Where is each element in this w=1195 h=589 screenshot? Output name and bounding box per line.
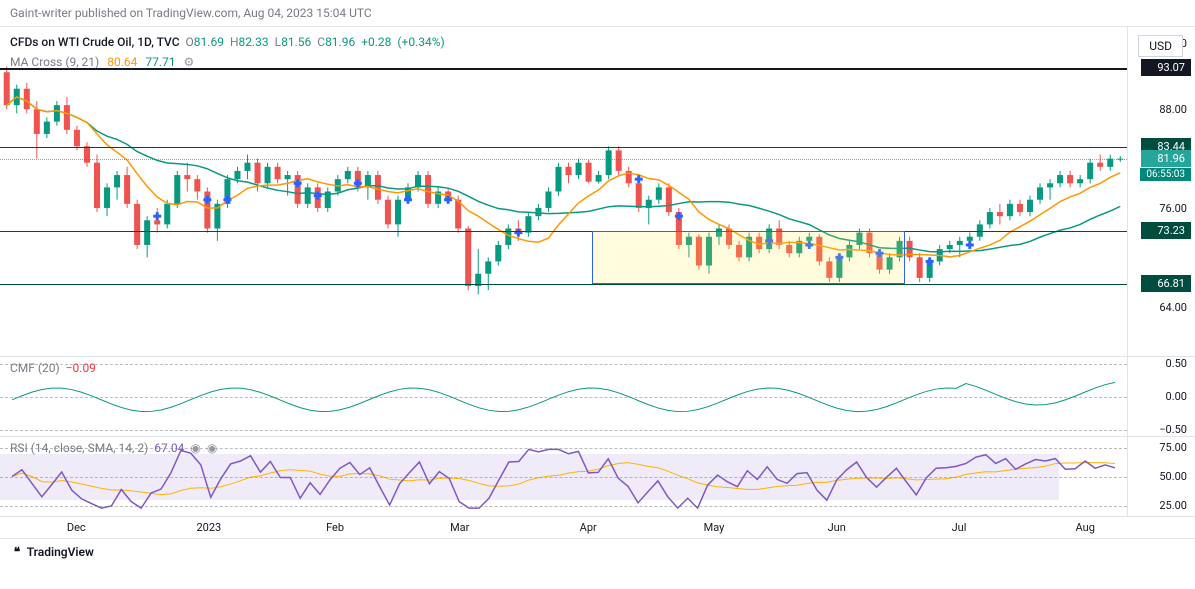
currency-badge[interactable]: USD <box>1138 35 1183 57</box>
x-tick: 2023 <box>196 521 221 534</box>
x-tick: Apr <box>580 521 597 534</box>
x-tick: Jul <box>952 521 967 534</box>
horizontal-line[interactable] <box>0 147 1127 148</box>
horizontal-line[interactable] <box>0 159 1127 160</box>
y-tick: −0.50 <box>1159 423 1187 436</box>
x-tick: Aug <box>1076 521 1095 534</box>
price-label: 66.81 <box>1141 275 1191 292</box>
x-axis[interactable]: Dec 2023 Feb Mar Apr May Jun Jul Aug <box>0 517 1195 539</box>
tradingview-logo-text[interactable]: TradingView <box>27 545 94 559</box>
ohlc-open: O81.69 <box>186 35 224 49</box>
horizontal-line[interactable] <box>0 231 1127 232</box>
horizontal-line[interactable] <box>0 284 1127 285</box>
ma-cross-legend: MA Cross (9, 21) 80.64 77.71 ⚙ <box>10 55 194 69</box>
footer: ❝ TradingView <box>0 539 1195 565</box>
ohlc-pct: (+0.34%) <box>397 35 444 49</box>
price-label: 93.07 <box>1141 59 1191 76</box>
cmf-plot-area[interactable] <box>0 357 1127 436</box>
y-tick: 64.00 <box>1159 301 1187 314</box>
rsi-eye-icon[interactable]: ◉ <box>190 441 200 455</box>
price-label: 81.96 <box>1141 150 1191 167</box>
x-tick: Dec <box>67 521 86 534</box>
cmf-y-axis[interactable]: 0.50 0.00 −0.50 <box>1127 357 1195 436</box>
rsi-value: 67.04 <box>154 441 184 455</box>
tradingview-logo-icon[interactable]: ❝ <box>10 545 24 559</box>
gear-icon[interactable]: ⚙ <box>184 55 195 69</box>
rsi-label[interactable]: RSI (14, close, SMA, 14, 2) <box>10 441 148 455</box>
publish-header: Gaint-writer published on TradingView.co… <box>0 0 1195 27</box>
ohlc-high: H82.33 <box>230 35 269 49</box>
ma-cross-label[interactable]: MA Cross (9, 21) <box>10 55 99 69</box>
countdown-label: 06:55:03 <box>1140 168 1191 181</box>
ma9-value: 80.64 <box>107 55 137 69</box>
main-chart-svg <box>0 27 1127 356</box>
cmf-label[interactable]: CMF (20) <box>10 361 60 375</box>
main-plot-area[interactable] <box>0 27 1127 356</box>
ma21-value: 77.71 <box>145 55 175 69</box>
consolidation-zone[interactable] <box>592 231 905 284</box>
y-tick: 0.50 <box>1166 357 1187 370</box>
x-tick: May <box>704 521 725 534</box>
cmf-pane[interactable]: CMF (20) −0.09 0.50 0.00 −0.50 <box>0 357 1195 437</box>
y-tick: 50.00 <box>1159 470 1187 483</box>
y-tick: 0.00 <box>1166 390 1187 403</box>
publish-text: Gaint-writer published on TradingView.co… <box>10 6 372 20</box>
ohlc-change: +0.28 <box>361 35 391 49</box>
x-tick: Mar <box>450 521 469 534</box>
main-price-pane[interactable]: CFDs on WTI Crude Oil, 1D, TVC O81.69 H8… <box>0 27 1195 357</box>
symbol-title-row: CFDs on WTI Crude Oil, 1D, TVC O81.69 H8… <box>10 35 445 49</box>
x-tick: Feb <box>326 521 344 534</box>
ohlc-low: L81.56 <box>275 35 312 49</box>
rsi-eye2-icon[interactable]: ◉ <box>207 441 217 455</box>
chart-container: CFDs on WTI Crude Oil, 1D, TVC O81.69 H8… <box>0 27 1195 539</box>
main-y-axis[interactable]: 64.0076.0088.0096.0093.0783.4481.9606:55… <box>1127 27 1195 356</box>
y-tick: 88.00 <box>1159 103 1187 116</box>
price-label: 73.23 <box>1141 222 1191 239</box>
y-tick: 25.00 <box>1159 499 1187 512</box>
x-tick: Jun <box>828 521 846 534</box>
ohlc-close: C81.96 <box>317 35 355 49</box>
cmf-value: −0.09 <box>66 361 96 375</box>
rsi-y-axis[interactable]: 75.00 50.00 25.00 <box>1127 437 1195 516</box>
y-tick: 75.00 <box>1159 441 1187 454</box>
symbol-name[interactable]: CFDs on WTI Crude Oil, 1D, TVC <box>10 35 180 49</box>
rsi-pane[interactable]: RSI (14, close, SMA, 14, 2) 67.04 ◉ ◉ 75… <box>0 437 1195 517</box>
y-tick: 76.00 <box>1159 202 1187 215</box>
